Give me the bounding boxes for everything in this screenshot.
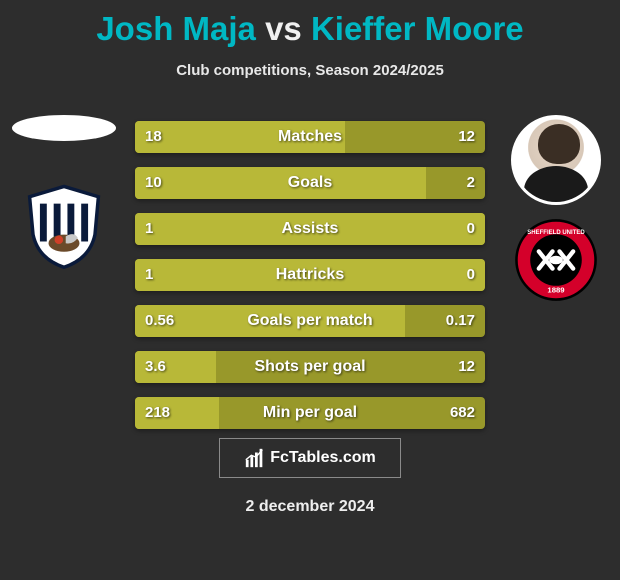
stat-row: 10Goals2 [135,167,485,199]
watermark: FcTables.com [219,438,401,478]
stat-label: Shots per goal [135,351,485,383]
stat-label: Min per goal [135,397,485,429]
stat-row: 3.6Shots per goal12 [135,351,485,383]
stat-value-right: 0 [467,213,475,245]
stat-value-right: 0 [467,259,475,291]
player1-name: Josh Maja [96,10,256,47]
stat-row: 0.56Goals per match0.17 [135,305,485,337]
left-column [8,115,120,271]
vs-text: vs [265,10,302,47]
chart-icon [244,447,266,469]
right-column: 1889 SHEFFIELD UNITED [500,115,612,305]
stat-value-right: 0.17 [446,305,475,337]
stat-row: 18Matches12 [135,121,485,153]
player2-club-badge: 1889 SHEFFIELD UNITED [511,215,601,305]
comparison-chart: 1889 SHEFFIELD UNITED 18Matches12 10Goals… [0,115,620,435]
stat-row: 1Hattricks0 [135,259,485,291]
player1-headshot [12,115,116,141]
stat-value-right: 2 [467,167,475,199]
player2-headshot [511,115,601,205]
stat-label: Hattricks [135,259,485,291]
stat-row: 1Assists0 [135,213,485,245]
player2-name: Kieffer Moore [311,10,524,47]
stat-value-right: 682 [450,397,475,429]
svg-text:1889: 1889 [547,286,565,295]
stat-value-right: 12 [458,351,475,383]
stat-row: 218Min per goal682 [135,397,485,429]
date-text: 2 december 2024 [0,498,620,516]
svg-text:SHEFFIELD UNITED: SHEFFIELD UNITED [527,230,585,236]
stat-label: Assists [135,213,485,245]
stat-label: Goals per match [135,305,485,337]
stat-label: Matches [135,121,485,153]
subtitle: Club competitions, Season 2024/2025 [0,62,620,79]
page-title: Josh Maja vs Kieffer Moore [0,0,620,48]
stat-bars: 18Matches1210Goals21Assists01Hattricks00… [135,121,485,443]
stat-label: Goals [135,167,485,199]
player1-club-badge [19,181,109,271]
watermark-text: FcTables.com [270,449,376,467]
stat-value-right: 12 [458,121,475,153]
